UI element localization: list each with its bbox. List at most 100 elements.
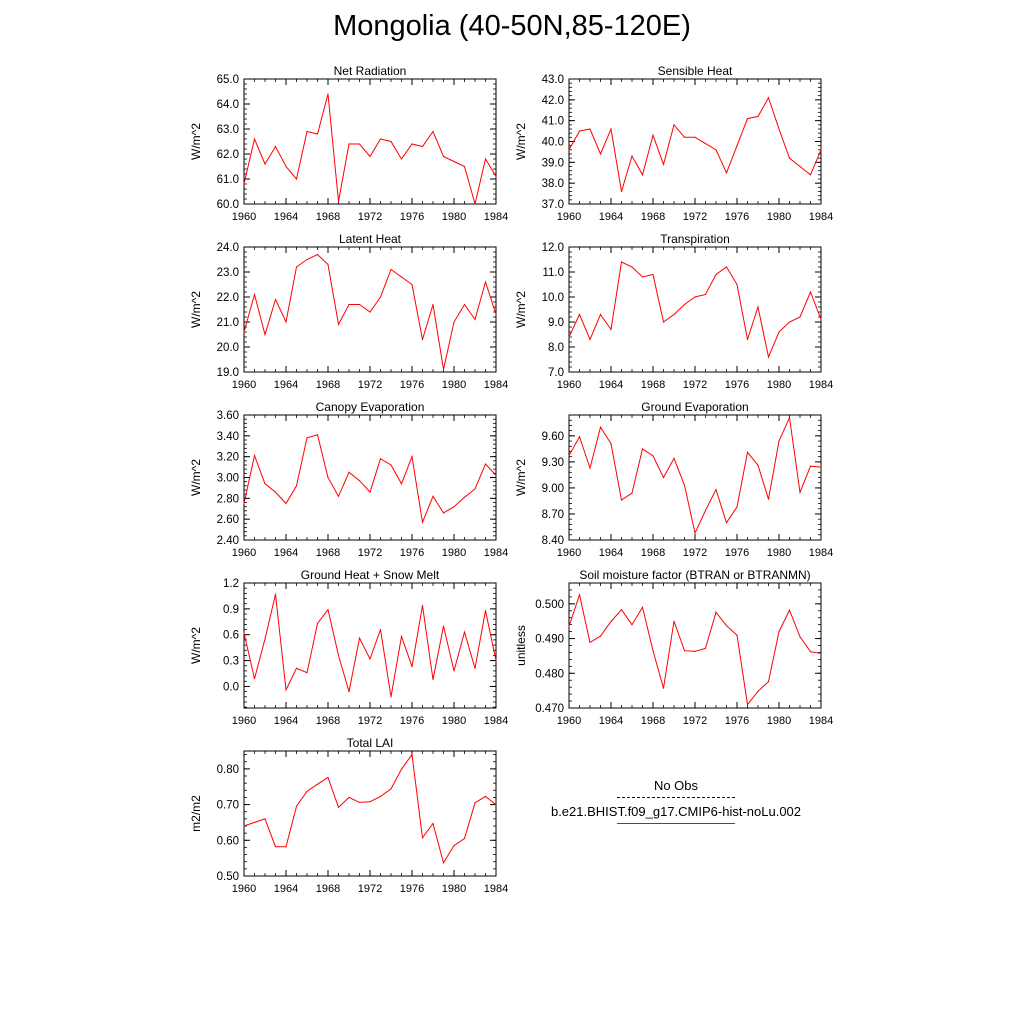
x-tick-label: 1984 [484, 211, 508, 223]
data-point [358, 143, 361, 145]
data-point [337, 495, 340, 497]
data-point [788, 321, 791, 323]
y-tick-label: 2.60 [217, 514, 239, 526]
data-point [568, 625, 570, 628]
x-tick-label: 1972 [358, 547, 382, 559]
x-tick-label: 1960 [232, 883, 256, 895]
y-tick-label: 11.0 [542, 267, 564, 279]
y-tick-label: 63.0 [217, 124, 239, 136]
data-point [809, 465, 812, 467]
data-point [285, 689, 287, 691]
series-line [243, 434, 497, 525]
data-point [390, 696, 392, 698]
data-point [641, 448, 644, 450]
x-tick-label: 1964 [599, 547, 623, 559]
y-axis-label: W/m^2 [514, 123, 528, 160]
data-point [327, 776, 329, 779]
x-tick-label: 1980 [767, 211, 791, 223]
data-point [316, 783, 319, 785]
data-point [474, 203, 476, 205]
data-point [442, 625, 445, 627]
data-point [809, 174, 812, 176]
data-point [746, 703, 749, 706]
y-tick-label: 42.0 [542, 95, 564, 107]
y-tick-label: 40.0 [542, 137, 564, 149]
y-tick-label: 0.3 [223, 656, 239, 668]
data-point [306, 258, 308, 261]
x-tick-label: 1980 [442, 883, 466, 895]
data-point [358, 303, 361, 306]
x-tick-label: 1980 [767, 379, 791, 391]
x-tick-label: 1976 [725, 547, 749, 559]
data-point [589, 641, 591, 643]
y-tick-label: 19.0 [217, 367, 239, 379]
x-tick-label: 1960 [557, 379, 581, 391]
panel-title: Transpiration [660, 232, 730, 246]
data-point [295, 667, 298, 669]
data-point [442, 155, 445, 158]
data-point [641, 276, 644, 278]
x-tick-label: 1980 [767, 547, 791, 559]
data-point [820, 149, 822, 151]
data-point [337, 323, 340, 326]
data-point [704, 647, 707, 649]
data-point [243, 183, 245, 185]
data-point [243, 825, 245, 827]
data-point [652, 455, 654, 457]
x-tick-label: 1980 [442, 379, 466, 391]
data-point [358, 637, 361, 639]
chart-panel-2: 1960 1964 1968 1972 1976 1980 1984 19.0 20.0 21.0… [189, 232, 508, 391]
x-tick-label: 1960 [232, 547, 256, 559]
data-point [432, 130, 434, 133]
chart-panel-4: 1960 1964 1968 1972 1976 1980 1984 2.40 2.60 2.80… [189, 400, 508, 559]
x-tick-label: 1984 [484, 883, 508, 895]
y-tick-label: 9.0 [548, 317, 564, 329]
data-point [369, 311, 371, 313]
data-point [379, 795, 382, 797]
data-point [327, 263, 329, 266]
data-point [568, 455, 570, 457]
data-point [316, 253, 319, 256]
data-point [285, 321, 287, 323]
data-point [599, 153, 602, 155]
data-point [285, 502, 287, 505]
x-tick-label: 1984 [484, 715, 508, 727]
data-point [379, 296, 382, 298]
panel-title: Ground Heat + Snow Melt [301, 568, 440, 582]
panel-title: Latent Heat [339, 232, 402, 246]
data-point [610, 620, 612, 623]
x-tick-label: 1972 [358, 211, 382, 223]
series-line [568, 415, 822, 535]
data-point [474, 318, 476, 321]
x-tick-label: 1968 [316, 547, 340, 559]
data-point [463, 165, 466, 168]
chart-panel-8: 1960 1964 1968 1972 1976 1980 1984 0.50 0.60 0.70… [189, 736, 508, 895]
data-point [788, 609, 791, 611]
data-point [652, 273, 654, 276]
data-point [484, 158, 487, 160]
data-point [725, 266, 728, 268]
y-tick-label: 24.0 [217, 242, 239, 254]
y-tick-label: 61.0 [217, 174, 239, 186]
data-point [400, 768, 403, 770]
y-tick-label: 0.50 [217, 871, 239, 883]
data-point [274, 491, 277, 493]
data-point [348, 143, 350, 145]
plot-frame [568, 582, 822, 709]
data-point [432, 822, 434, 825]
data-point [253, 138, 256, 140]
series-line [568, 261, 822, 359]
data-point [495, 313, 497, 316]
y-tick-label: 3.40 [217, 431, 239, 443]
x-tick-label: 1964 [599, 715, 623, 727]
legend-line-obs [617, 797, 735, 798]
x-tick-label: 1960 [232, 379, 256, 391]
data-point [474, 802, 476, 804]
y-tick-label: 0.6 [223, 630, 239, 642]
x-tick-label: 1976 [400, 379, 424, 391]
data-point [589, 338, 591, 341]
data-point [652, 650, 654, 652]
data-point [694, 296, 696, 298]
data-point [295, 805, 298, 807]
panel-title: Soil moisture factor (BTRAN or BTRANMN) [579, 568, 810, 582]
